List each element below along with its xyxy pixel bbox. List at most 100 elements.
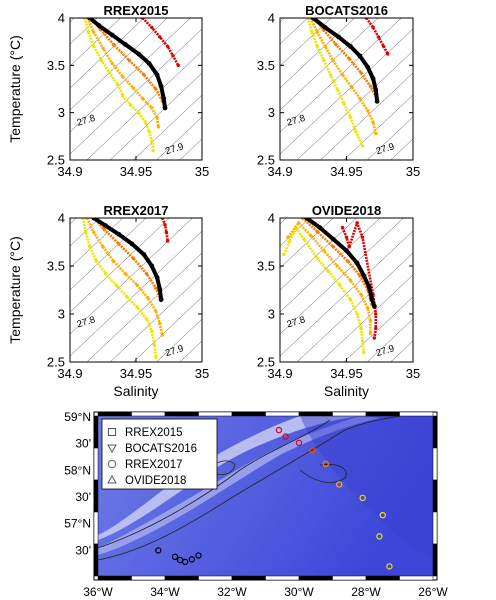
data-point (129, 241, 135, 247)
x-tick-label: 34.9 (267, 164, 292, 179)
isopycnal-line (280, 218, 357, 291)
data-point (359, 326, 363, 331)
isopycnal-line (296, 50, 413, 160)
station-marker (188, 556, 195, 563)
data-point (150, 139, 154, 143)
data-point (340, 73, 345, 77)
y-tick-label: 3 (268, 105, 275, 120)
data-point (154, 72, 160, 78)
y-tick-label: 2.5 (47, 355, 65, 370)
x-tick-label: 34.9 (57, 366, 82, 381)
y-tick-label: 4 (58, 211, 65, 226)
station-marker (171, 553, 179, 561)
data-point (136, 51, 142, 57)
data-point (369, 296, 375, 302)
data-point (116, 231, 122, 237)
isopycnal-line (70, 218, 124, 269)
isopycnal-line (366, 318, 413, 362)
y-axis-label: Temperature (°C) (7, 236, 23, 344)
data-point (296, 221, 301, 225)
data-point (111, 259, 116, 263)
data-point (373, 87, 379, 93)
y-tick-label: 3 (268, 307, 275, 322)
data-point (157, 286, 163, 292)
data-point (161, 96, 167, 101)
data-point (344, 235, 349, 239)
y-tick-label: 3.5 (257, 259, 275, 274)
data-point (358, 273, 362, 278)
data-point (144, 317, 149, 321)
data-point (330, 236, 336, 242)
ts-panel-1: 27.8 27.9 34.9 34.95 35 2.5 3 3.5 4 BOCATS2016 (257, 3, 420, 179)
map-x-tick-label: 34°W (150, 585, 180, 599)
data-point (107, 71, 112, 75)
isopycnal-line (70, 18, 145, 89)
data-point (360, 235, 365, 239)
data-point (103, 223, 109, 229)
data-point (338, 283, 342, 287)
legend-label: BOCATS2016 (125, 443, 197, 455)
data-point (94, 259, 99, 263)
axes-box (69, 217, 203, 363)
y-tick-label: 4 (58, 11, 65, 26)
data-point (171, 54, 175, 58)
isopycnal-line (280, 18, 402, 133)
map-x-tick-label: 32°W (217, 585, 247, 599)
panel-title: RREX2015 (103, 3, 168, 18)
isopycnal-line (280, 18, 309, 45)
isopycnal-label: 27.9 (164, 141, 185, 157)
data-point (304, 218, 309, 221)
series-track (141, 18, 180, 66)
data-point (176, 63, 180, 68)
data-point (127, 58, 132, 63)
ts-panel-2: 27.8 27.9 34.9 34.95 35 2.5 3 3.5 4 RREX2017 Tempe… (7, 203, 209, 399)
station-marker (181, 558, 189, 566)
y-tick-label: 2.5 (257, 355, 275, 370)
isopycnal-line (70, 18, 191, 133)
isopycnal-line (70, 230, 202, 357)
isopycnal-label: 27.9 (375, 141, 396, 157)
data-point (147, 129, 151, 134)
station-marker (379, 512, 386, 519)
station-marker (336, 481, 343, 488)
isopycnal-line (70, 218, 147, 291)
data-point (361, 273, 367, 278)
isopycnal-line (280, 28, 413, 155)
data-point (123, 42, 128, 47)
data-point (386, 52, 390, 56)
data-point (331, 58, 335, 63)
data-point (102, 227, 107, 232)
deep-basin (300, 416, 433, 560)
data-point (131, 86, 136, 90)
data-point (328, 73, 333, 77)
ts-panel-0: 27.8 27.9 34.9 34.95 35 2.5 3 3.5 4 RREX2015 Tempe… (7, 3, 209, 179)
data-point (111, 42, 116, 47)
isopycnal-label: 27.8 (76, 113, 97, 129)
data-point (358, 96, 362, 101)
data-point (315, 30, 319, 34)
y-tick-label: 3 (58, 105, 65, 120)
isopycnal-line (109, 72, 202, 160)
isopycnal-label: 27.8 (286, 113, 307, 129)
y-axis-label: Temperature (°C) (7, 35, 23, 143)
data-point (131, 256, 136, 261)
data-point (366, 284, 372, 290)
depth-contour (98, 419, 331, 549)
station-marker (359, 494, 366, 502)
data-point (371, 25, 375, 30)
data-point (366, 306, 370, 310)
depth-contour (299, 463, 347, 483)
series-track (88, 18, 167, 109)
data-point (372, 303, 377, 309)
isopycnal-line (109, 274, 202, 362)
y-tick-label: 3.5 (47, 259, 65, 274)
data-point (315, 229, 319, 234)
station-marker (275, 426, 283, 434)
x-axis-label: Salinity (113, 383, 158, 399)
data-point (334, 42, 338, 47)
data-point (336, 34, 341, 40)
data-point (136, 110, 141, 115)
data-point (160, 333, 165, 337)
data-point (362, 350, 366, 355)
depth-contour (98, 416, 401, 561)
